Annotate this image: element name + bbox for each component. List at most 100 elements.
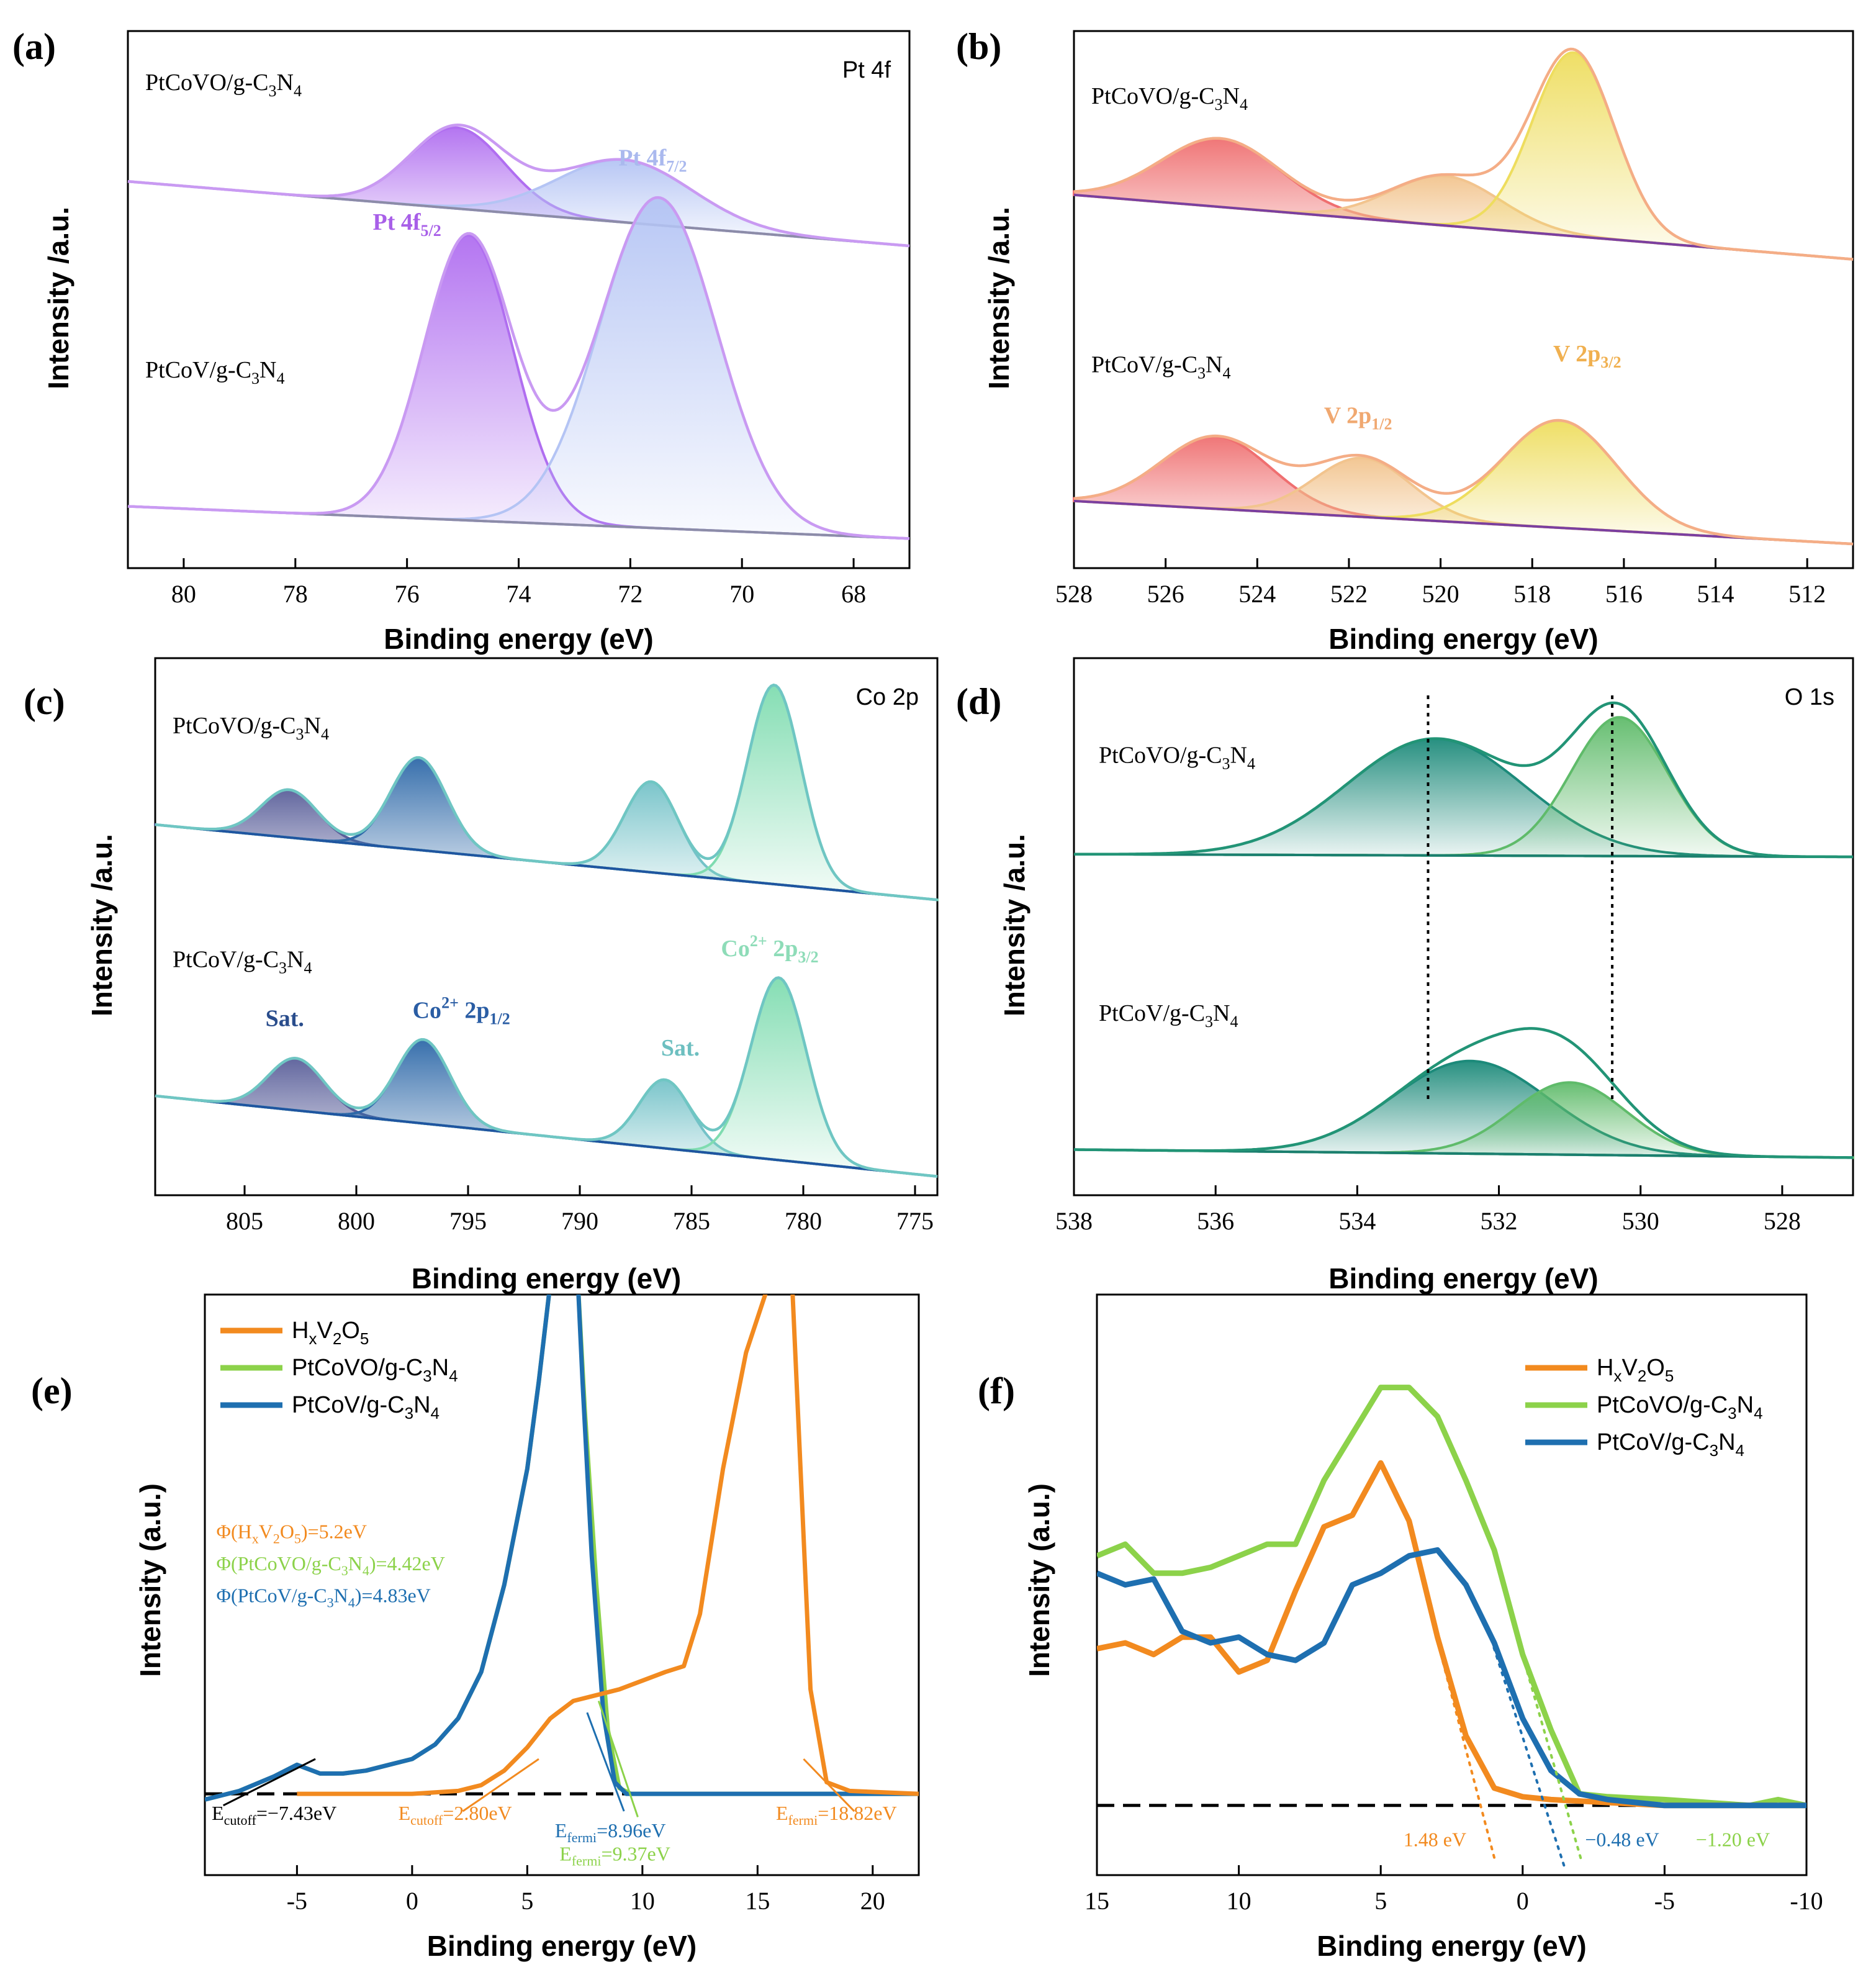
tangent-line bbox=[597, 1701, 639, 1817]
panel-e: -5 0 5 10 15 20 Binding energy (eV) Intensity (… bbox=[31, 1293, 920, 1962]
panel-d: 538 536 534 532 530 528 Binding energy (eV) Int… bbox=[956, 657, 1854, 1295]
envelope-line bbox=[1073, 47, 1854, 261]
extrapolation-line bbox=[1430, 1618, 1496, 1859]
panel-letter: (d) bbox=[956, 681, 1001, 722]
x-axis-title: Binding energy (eV) bbox=[1328, 1262, 1598, 1295]
panel-letter: (f) bbox=[978, 1370, 1015, 1411]
x-tick-label: 74 bbox=[507, 580, 531, 608]
sample-label: PtCoV/g-C3N4 bbox=[1099, 1000, 1238, 1031]
x-tick-label: 522 bbox=[1330, 580, 1368, 608]
peak-label: V 2p3/2 bbox=[1553, 341, 1621, 371]
x-tick-label: 532 bbox=[1481, 1207, 1518, 1235]
x-tick-label: 0 bbox=[406, 1887, 418, 1915]
baseline bbox=[1073, 852, 1854, 859]
y-axis-title: Intensity /a.u. bbox=[86, 834, 118, 1016]
y-axis-title: Intensity (a.u.) bbox=[134, 1483, 166, 1677]
envelope-line bbox=[155, 683, 938, 902]
value-annotation: Efermi=8.96eV bbox=[555, 1819, 666, 1845]
legend-entry: PtCoVO/g-C3N4 bbox=[292, 1355, 458, 1385]
core-level-label: Co 2p bbox=[856, 684, 919, 710]
x-tick-label: 805 bbox=[226, 1207, 263, 1235]
peak-label: V 2p1/2 bbox=[1324, 402, 1392, 433]
tangent-line bbox=[586, 1712, 625, 1812]
x-tick-label: 15 bbox=[745, 1887, 770, 1915]
plot-frame bbox=[1073, 30, 1854, 569]
legend-entry: PtCoVO/g-C3N4 bbox=[1597, 1392, 1763, 1422]
x-tick-label: 780 bbox=[785, 1207, 822, 1235]
peak-label: Pt 4f7/2 bbox=[618, 145, 687, 175]
value-annotation: Φ(PtCoVO/g-C3N4)=4.42eV bbox=[217, 1552, 445, 1578]
x-tick-label: 526 bbox=[1147, 580, 1184, 608]
series-line-1 bbox=[297, 1295, 919, 1796]
x-tick-label: 775 bbox=[896, 1207, 934, 1235]
extrapolation-line bbox=[1487, 1630, 1567, 1871]
value-annotation: Φ(PtCoV/g-C3N4)=4.83eV bbox=[217, 1585, 431, 1611]
peak-label: Pt 4f5/2 bbox=[373, 209, 441, 240]
value-annotation: Efermi=9.37eV bbox=[559, 1843, 670, 1869]
series-line-3 bbox=[205, 1295, 919, 1802]
legend-entry: PtCoV/g-C3N4 bbox=[1597, 1429, 1744, 1460]
plot-frame bbox=[1096, 1293, 1808, 1876]
x-axis-title: Binding energy (eV) bbox=[1317, 1930, 1586, 1962]
panel-a: 80 78 76 74 72 70 68 Binding energy (eV) Intensi… bbox=[12, 26, 911, 655]
baseline bbox=[1073, 499, 1854, 546]
x-tick-label: 5 bbox=[521, 1887, 533, 1915]
panel-letter: (b) bbox=[956, 26, 1001, 67]
envelope-line bbox=[1074, 1027, 1853, 1159]
x-axis-title: Binding energy (eV) bbox=[412, 1262, 681, 1295]
panel-f: 15 10 5 0 -5 -10 Binding energy (eV) Intensity … bbox=[978, 1293, 1823, 1962]
x-tick-label: 68 bbox=[841, 580, 866, 608]
extrapolation-line bbox=[1504, 1595, 1584, 1865]
value-annotation: −0.48 eV bbox=[1585, 1828, 1659, 1850]
sample-label: PtCoV/g-C3N4 bbox=[173, 946, 312, 977]
x-tick-label: 10 bbox=[630, 1887, 655, 1915]
x-axis-title: Binding energy (eV) bbox=[384, 623, 653, 655]
plot-frame bbox=[204, 1293, 920, 1876]
core-level-label: Pt 4f bbox=[842, 57, 891, 83]
envelope-line bbox=[1074, 701, 1853, 859]
y-axis-title: Intensity /a.u. bbox=[983, 207, 1015, 389]
value-annotation: Ecutoff=2.80eV bbox=[399, 1802, 512, 1828]
envelope-line bbox=[127, 124, 910, 248]
panel-letter: (e) bbox=[31, 1370, 73, 1411]
panel-letter: (a) bbox=[12, 26, 56, 67]
y-axis-title: Intensity /a.u. bbox=[42, 207, 74, 389]
tangent-line bbox=[462, 1758, 539, 1812]
x-tick-label: 518 bbox=[1513, 580, 1551, 608]
x-tick-label: 76 bbox=[395, 580, 420, 608]
x-tick-label: 524 bbox=[1238, 580, 1276, 608]
x-tick-label: 514 bbox=[1697, 580, 1734, 608]
envelope-line bbox=[1073, 418, 1854, 546]
sample-label: PtCoVO/g-C3N4 bbox=[173, 713, 329, 743]
value-annotation: Efermi=18.82eV bbox=[776, 1802, 897, 1828]
value-annotation: Ecutoff=−7.43eV bbox=[212, 1802, 336, 1828]
x-tick-label: 516 bbox=[1605, 580, 1643, 608]
panel-b: 528 526 524 522 520 518 516 514 512 Binding energ… bbox=[956, 26, 1854, 655]
x-tick-label: 0 bbox=[1517, 1887, 1529, 1915]
x-tick-label: 795 bbox=[449, 1207, 487, 1235]
peak-label: Co2+ 2p1/2 bbox=[413, 994, 510, 1028]
peak-label: Sat. bbox=[661, 1035, 700, 1061]
x-tick-label: 512 bbox=[1788, 580, 1826, 608]
x-axis-title: Binding energy (eV) bbox=[427, 1930, 697, 1962]
envelope-line bbox=[155, 976, 938, 1178]
x-tick-label: 785 bbox=[673, 1207, 710, 1235]
x-tick-label: 20 bbox=[860, 1887, 885, 1915]
x-tick-label: 72 bbox=[618, 580, 643, 608]
value-annotation: 1.48 eV bbox=[1404, 1828, 1466, 1850]
peak-label: Sat. bbox=[266, 1006, 304, 1032]
x-tick-label: 800 bbox=[338, 1207, 375, 1235]
value-annotation: Φ(HxV2O5)=5.2eV bbox=[217, 1521, 367, 1547]
x-tick-label: 70 bbox=[729, 580, 754, 608]
legend-entry: HxV2O5 bbox=[292, 1318, 369, 1348]
panel-c: 805 800 795 790 785 780 775 Binding energy (eV)… bbox=[24, 657, 939, 1295]
x-tick-label: -5 bbox=[1654, 1887, 1675, 1915]
x-tick-label: 538 bbox=[1055, 1207, 1093, 1235]
plot-frame bbox=[1073, 657, 1854, 1196]
sample-label: PtCoVO/g-C3N4 bbox=[145, 70, 302, 100]
value-annotation: −1.20 eV bbox=[1696, 1828, 1770, 1850]
sample-label: PtCoVO/g-C3N4 bbox=[1091, 83, 1248, 114]
core-level-label: O 1s bbox=[1785, 684, 1834, 710]
x-tick-label: 80 bbox=[171, 580, 196, 608]
